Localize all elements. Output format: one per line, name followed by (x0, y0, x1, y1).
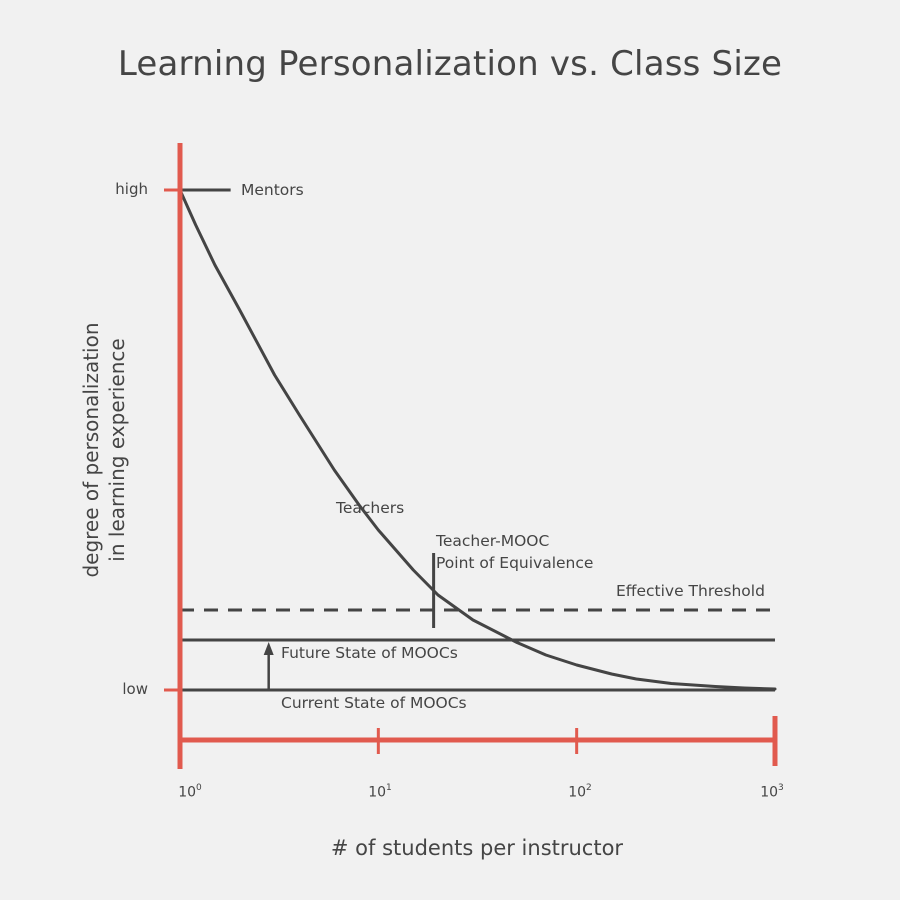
annotation-teachers: Teachers (336, 499, 405, 517)
series-layer (178, 188, 777, 692)
y-axis-label-line-2: in learning experience (105, 338, 129, 562)
y-axis-label-line-1: degree of personalization (79, 322, 103, 578)
annotation-equivalence-line-1: Teacher-MOOC (436, 532, 550, 550)
annotation-current-moocs: Current State of MOOCs (281, 694, 467, 712)
series-teachers-line (178, 188, 777, 691)
x-tick-label-3: 103 (760, 783, 784, 801)
annotation-effective-threshold: Effective Threshold (616, 582, 765, 600)
x-tick-label-0: 100 (178, 783, 202, 801)
chart-title: Learning Personalization vs. Class Size (117, 44, 783, 84)
annotation-equivalence-point: Teacher-MOOC Point of Equivalence (436, 530, 593, 574)
x-tick-label-2: 102 (568, 783, 592, 801)
y-axis-label: degree of personalization in learning ex… (78, 240, 130, 660)
y-tick-label-high: high (115, 180, 148, 198)
x-axis-label: # of students per instructor (330, 836, 624, 860)
arrow-head (263, 642, 274, 655)
annotation-equivalence-line-2: Point of Equivalence (436, 554, 594, 572)
annotation-future-moocs: Future State of MOOCs (281, 644, 458, 662)
y-tick-label-low: low (122, 680, 148, 698)
axes-layer (164, 143, 778, 769)
annotation-mentors: Mentors (241, 181, 304, 199)
x-tick-label-1: 101 (368, 783, 392, 801)
